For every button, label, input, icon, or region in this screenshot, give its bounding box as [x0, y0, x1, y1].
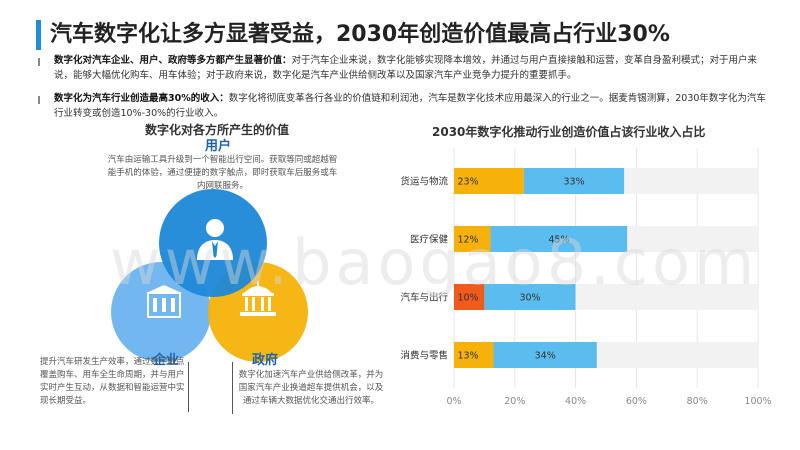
bar-segment: [523, 168, 625, 194]
bar-segment: [575, 284, 758, 310]
chart-title: 2030年数字化推动行业创造价值占该行业收入占比: [432, 125, 706, 139]
bar-segment: [490, 226, 628, 252]
data-label: 23%: [457, 177, 478, 188]
x-tick-label: 0%: [446, 396, 461, 407]
person-icon: [197, 219, 233, 260]
intro-paragraph-2-lead: 数字化为汽车行业创造最高30%的收入：: [54, 93, 229, 104]
category-label: 汽车与出行: [400, 292, 448, 304]
enterprise-description: 提升汽车研发生产效率，通过数字触点覆盖购车、用车全生命周期，并与用户实时产生互动…: [40, 357, 185, 406]
page-title: 汽车数字化让多方显著受益，2030年创造价值最高占行业30%: [50, 22, 670, 47]
intro-paragraph-1-lead: 数字化对汽车企业、用户、政府等多方都产生显著价值：: [54, 55, 292, 66]
data-label: 13%: [457, 351, 478, 362]
bar-segment: [596, 342, 758, 368]
bar-segment: [454, 168, 524, 194]
building-icon: [146, 285, 182, 318]
bar-segment: [454, 284, 485, 310]
data-label: 45%: [548, 235, 569, 246]
intro-paragraph-2-body: 数字化将彻底变革各行各业的价值链和利润池，汽车是数字化技术应用最深入的行业之一。…: [54, 93, 766, 119]
government-label: 政府: [252, 353, 279, 368]
government-icon: [240, 281, 276, 316]
user-description: 汽车由运输工具升级到一个智能出行空间。获取等同或超越智能手机的体验，通过便捷的数…: [107, 155, 338, 191]
bullet-marker: [38, 96, 40, 104]
x-tick-label: 20%: [504, 396, 525, 407]
category-label: 医疗保健: [410, 234, 449, 246]
bar-segment: [624, 168, 758, 194]
government-connector: [232, 362, 233, 414]
bullet-marker: [38, 58, 40, 66]
enterprise-label: 企业: [153, 353, 180, 368]
bar-segment: [627, 226, 758, 252]
category-label: 货运与物流: [400, 176, 448, 188]
intro-paragraph-2: 数字化为汽车行业创造最高30%的收入：数字化将彻底变革各行各业的价值链和利润池，…: [54, 91, 774, 121]
category-label: 消费与零售: [400, 350, 448, 362]
value-diagram-title: 数字化对各方所产生的价值: [145, 123, 290, 137]
user-label: 用户: [205, 139, 232, 154]
intro-paragraph-1-body: 对于汽车企业来说，数字化能够实现降本增效，并通过与用户直接接触和运营，变革自身盈…: [54, 55, 758, 81]
data-label: 30%: [519, 293, 540, 304]
title-accent-bar: [36, 20, 41, 50]
bar-segment: [454, 342, 494, 368]
data-label: 33%: [564, 177, 585, 188]
x-tick-label: 40%: [565, 396, 586, 407]
intro-paragraph-1: 数字化对汽车企业、用户、政府等多方都产生显著价值：对于汽车企业来说，数字化能够实…: [54, 53, 774, 83]
x-tick-label: 60%: [626, 396, 647, 407]
bar-segment: [454, 226, 491, 252]
data-label: 10%: [457, 293, 478, 304]
enterprise-connector: [188, 362, 189, 412]
data-label: 34%: [535, 351, 556, 362]
data-label: 12%: [457, 235, 478, 246]
x-tick-label: 100%: [744, 396, 771, 407]
government-description: 数字化加速汽车产业供给侧改革，并为国家汽车产业换道超车提供机会，以及通过车辆大数…: [238, 370, 384, 406]
x-tick-label: 80%: [687, 396, 708, 407]
stacked-bar-chart: 0% 20% 40% 60% 80% 100% 货运与物流 23% 33% 医疗保健 12% 45% 汽…: [400, 148, 772, 407]
bar-segment: [484, 284, 576, 310]
bar-segment: [493, 342, 597, 368]
